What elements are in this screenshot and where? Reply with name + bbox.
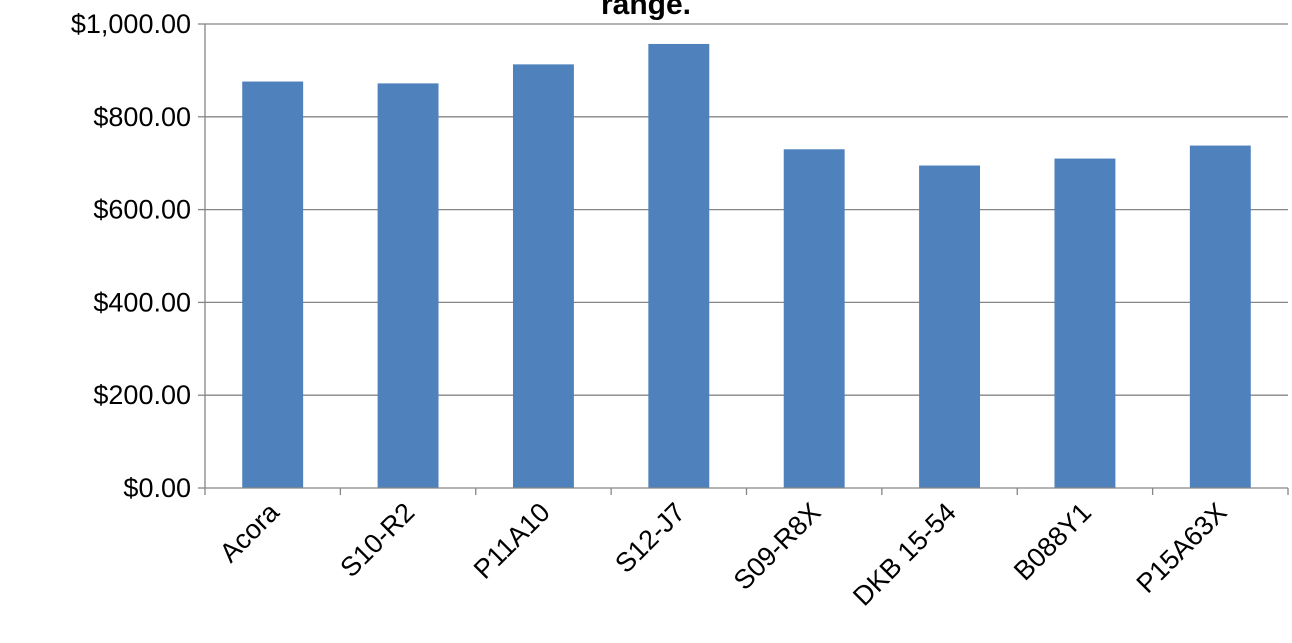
bars <box>242 43 1251 489</box>
axes <box>198 23 1289 495</box>
bar-p15a63x <box>1189 145 1251 488</box>
x-tick-label: B088Y1 <box>1008 497 1097 586</box>
y-tick-label: $200.00 <box>93 380 191 410</box>
bar-s09-r8x <box>783 149 845 488</box>
bar-s10-r2 <box>377 83 439 488</box>
bar-acora <box>242 81 304 488</box>
gridlines <box>205 23 1288 396</box>
bar-p11a10 <box>512 64 574 489</box>
x-tick-label: P15A63X <box>1131 497 1233 599</box>
y-tick-label: $0.00 <box>123 473 191 503</box>
y-tick-label: $800.00 <box>93 102 191 132</box>
bar-dkb-15-54 <box>919 165 981 488</box>
bar-s12-j7 <box>648 43 710 489</box>
bar-b088y1 <box>1054 158 1116 488</box>
x-tick-labels: Acora S10-R2 P11A10 S12-J7 S09-R8X DKB 15-54 B… <box>214 496 1233 611</box>
x-tick-label: S09-R8X <box>728 497 827 596</box>
y-tick-label: $1,000.00 <box>71 9 191 39</box>
x-tick-label: P11A10 <box>468 497 556 585</box>
chart-title: range. <box>601 0 691 21</box>
x-tick-label: S10-R2 <box>334 497 420 583</box>
y-tick-labels: $0.00 $200.00 $400.00 $600.00 $800.00 $1,000.… <box>71 9 191 503</box>
x-tick-label: S12-J7 <box>609 497 691 579</box>
y-tick-label: $600.00 <box>93 195 191 225</box>
y-tick-label: $400.00 <box>93 287 191 317</box>
x-tick-label: DKB 15-54 <box>847 497 962 612</box>
x-tick-label: Acora <box>214 496 286 568</box>
